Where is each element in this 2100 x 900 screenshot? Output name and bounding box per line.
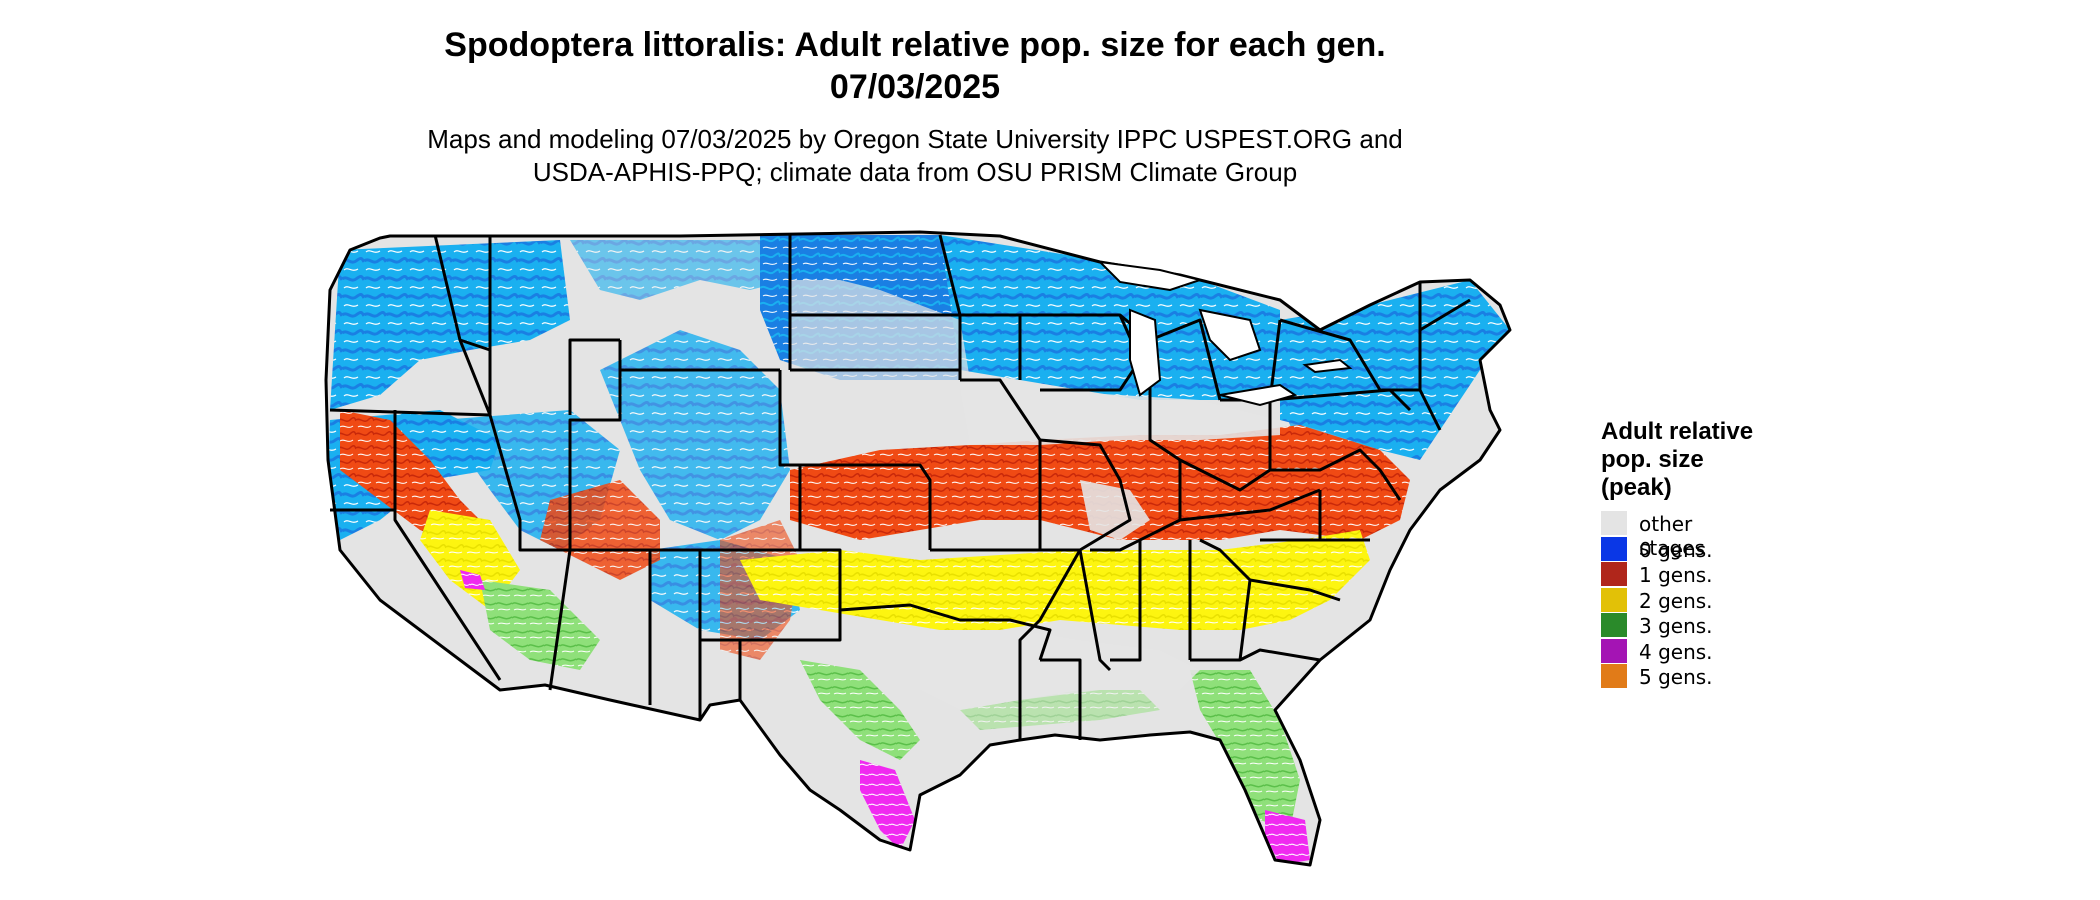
legend-title-line-2: pop. size bbox=[1601, 446, 1704, 473]
legend-swatch bbox=[1601, 587, 1627, 612]
legend-item-1-gens: 1 gens. bbox=[1601, 562, 1753, 588]
us-map bbox=[324, 230, 1512, 867]
zone-3-gens-arizona bbox=[480, 580, 600, 670]
legend-swatch bbox=[1601, 536, 1627, 561]
legend-swatch bbox=[1601, 638, 1627, 663]
zone-0-gens-rockies bbox=[600, 330, 790, 540]
legend-item-3-gens: 3 gens. bbox=[1601, 613, 1753, 639]
legend-item-other-stages: other stages bbox=[1601, 511, 1753, 560]
map-date: 07/03/2025 bbox=[829, 68, 1001, 106]
zone-4-gens-south-texas bbox=[860, 760, 915, 850]
zone-other-central-plains bbox=[790, 280, 970, 390]
legend-label: 2 gens. bbox=[1639, 588, 1713, 613]
zone-other-mississippi bbox=[1080, 480, 1150, 540]
state-borders bbox=[324, 230, 1512, 867]
legend-swatch bbox=[1601, 613, 1627, 637]
legend-item-5-gens: 5 gens. bbox=[1601, 664, 1753, 690]
zone-other-lower-south bbox=[920, 630, 1200, 710]
legend-swatch bbox=[1601, 664, 1627, 688]
subtitle-line-1: Maps and modeling 07/03/2025 by Oregon S… bbox=[427, 124, 1403, 154]
zone-0-gens-northwest bbox=[330, 240, 570, 410]
zone-other-midwest bbox=[960, 390, 1280, 445]
map-title: Spodoptera littoralis: Adult relative po… bbox=[444, 26, 1386, 64]
zone-4-gens-south-florida bbox=[1265, 810, 1310, 865]
legend-label: 0 gens. bbox=[1639, 537, 1713, 562]
legend-label: other stages bbox=[1639, 512, 1705, 560]
legend-item-4-gens: 4 gens. bbox=[1601, 638, 1753, 665]
legend-label: 3 gens. bbox=[1639, 614, 1713, 638]
zone-3-gens-florida bbox=[1190, 670, 1300, 830]
legend-item-2-gens: 2 gens. bbox=[1601, 587, 1753, 614]
zone-3-gens-texas-coast bbox=[800, 660, 920, 760]
legend-title-line-3: (peak) bbox=[1601, 474, 1672, 501]
great-lakes bbox=[1097, 260, 1353, 407]
subtitle-line-2: USDA-APHIS-PPQ; climate data from OSU PR… bbox=[532, 157, 1298, 187]
legend-swatch bbox=[1601, 511, 1627, 535]
legend-label: 4 gens. bbox=[1639, 639, 1713, 664]
legend-title-line-1: Adult relative bbox=[1601, 418, 1754, 445]
zone-3-gens-gulf bbox=[960, 690, 1160, 730]
zone-0-gens-upper-midwest bbox=[940, 235, 1280, 400]
legend-swatch bbox=[1601, 562, 1627, 586]
legend: Adult relative pop. size (peak) other st… bbox=[1601, 418, 1753, 690]
zone-0-gens-montana bbox=[570, 240, 790, 300]
legend-label: 5 gens. bbox=[1639, 665, 1713, 689]
zone-4-gens-california bbox=[460, 570, 485, 590]
legend-label: 1 gens. bbox=[1639, 563, 1713, 587]
legend-item-0-gens: 0 gens. bbox=[1601, 536, 1753, 563]
